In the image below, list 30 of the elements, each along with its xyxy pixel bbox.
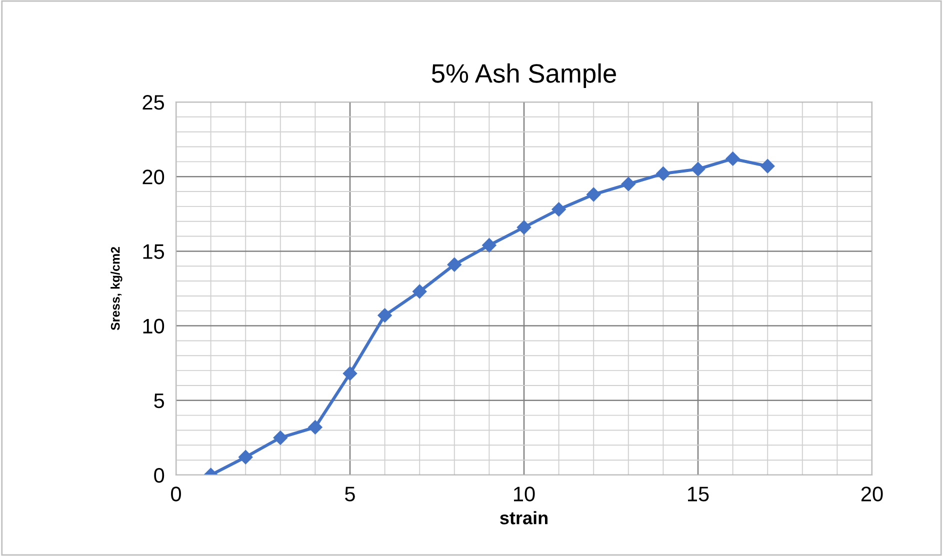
point: [516, 220, 532, 234]
point: [656, 166, 670, 181]
point: [586, 187, 601, 202]
point: [760, 159, 775, 174]
y-tick-label: 0: [154, 468, 164, 483]
y-tick-label: 5: [154, 394, 164, 408]
point: [482, 238, 496, 252]
x-tick-label: 0: [171, 486, 181, 502]
x-tick-label: 20: [861, 486, 883, 502]
x-tick-label: 15: [688, 486, 709, 502]
point: [412, 284, 427, 299]
point: [552, 202, 566, 216]
point: [378, 308, 392, 322]
point: [342, 366, 358, 381]
y-tick-label: 25: [142, 95, 164, 110]
x-tick-label: 5: [345, 486, 355, 502]
y-axis-title: Sress, kg/cm2: [110, 246, 122, 330]
x-axis-title: strain: [500, 511, 548, 524]
y-tick-label: 20: [142, 170, 164, 184]
point: [308, 420, 322, 434]
point: [690, 162, 706, 176]
point: [238, 450, 253, 464]
point: [273, 430, 288, 445]
y-tick-label: 15: [143, 244, 164, 259]
point: [447, 258, 462, 272]
point: [621, 176, 636, 192]
chart-title: 5% Ash Sample: [432, 63, 616, 88]
x-tick-label: 10: [514, 486, 535, 502]
point: [726, 152, 740, 166]
y-tick-label: 10: [143, 318, 164, 334]
